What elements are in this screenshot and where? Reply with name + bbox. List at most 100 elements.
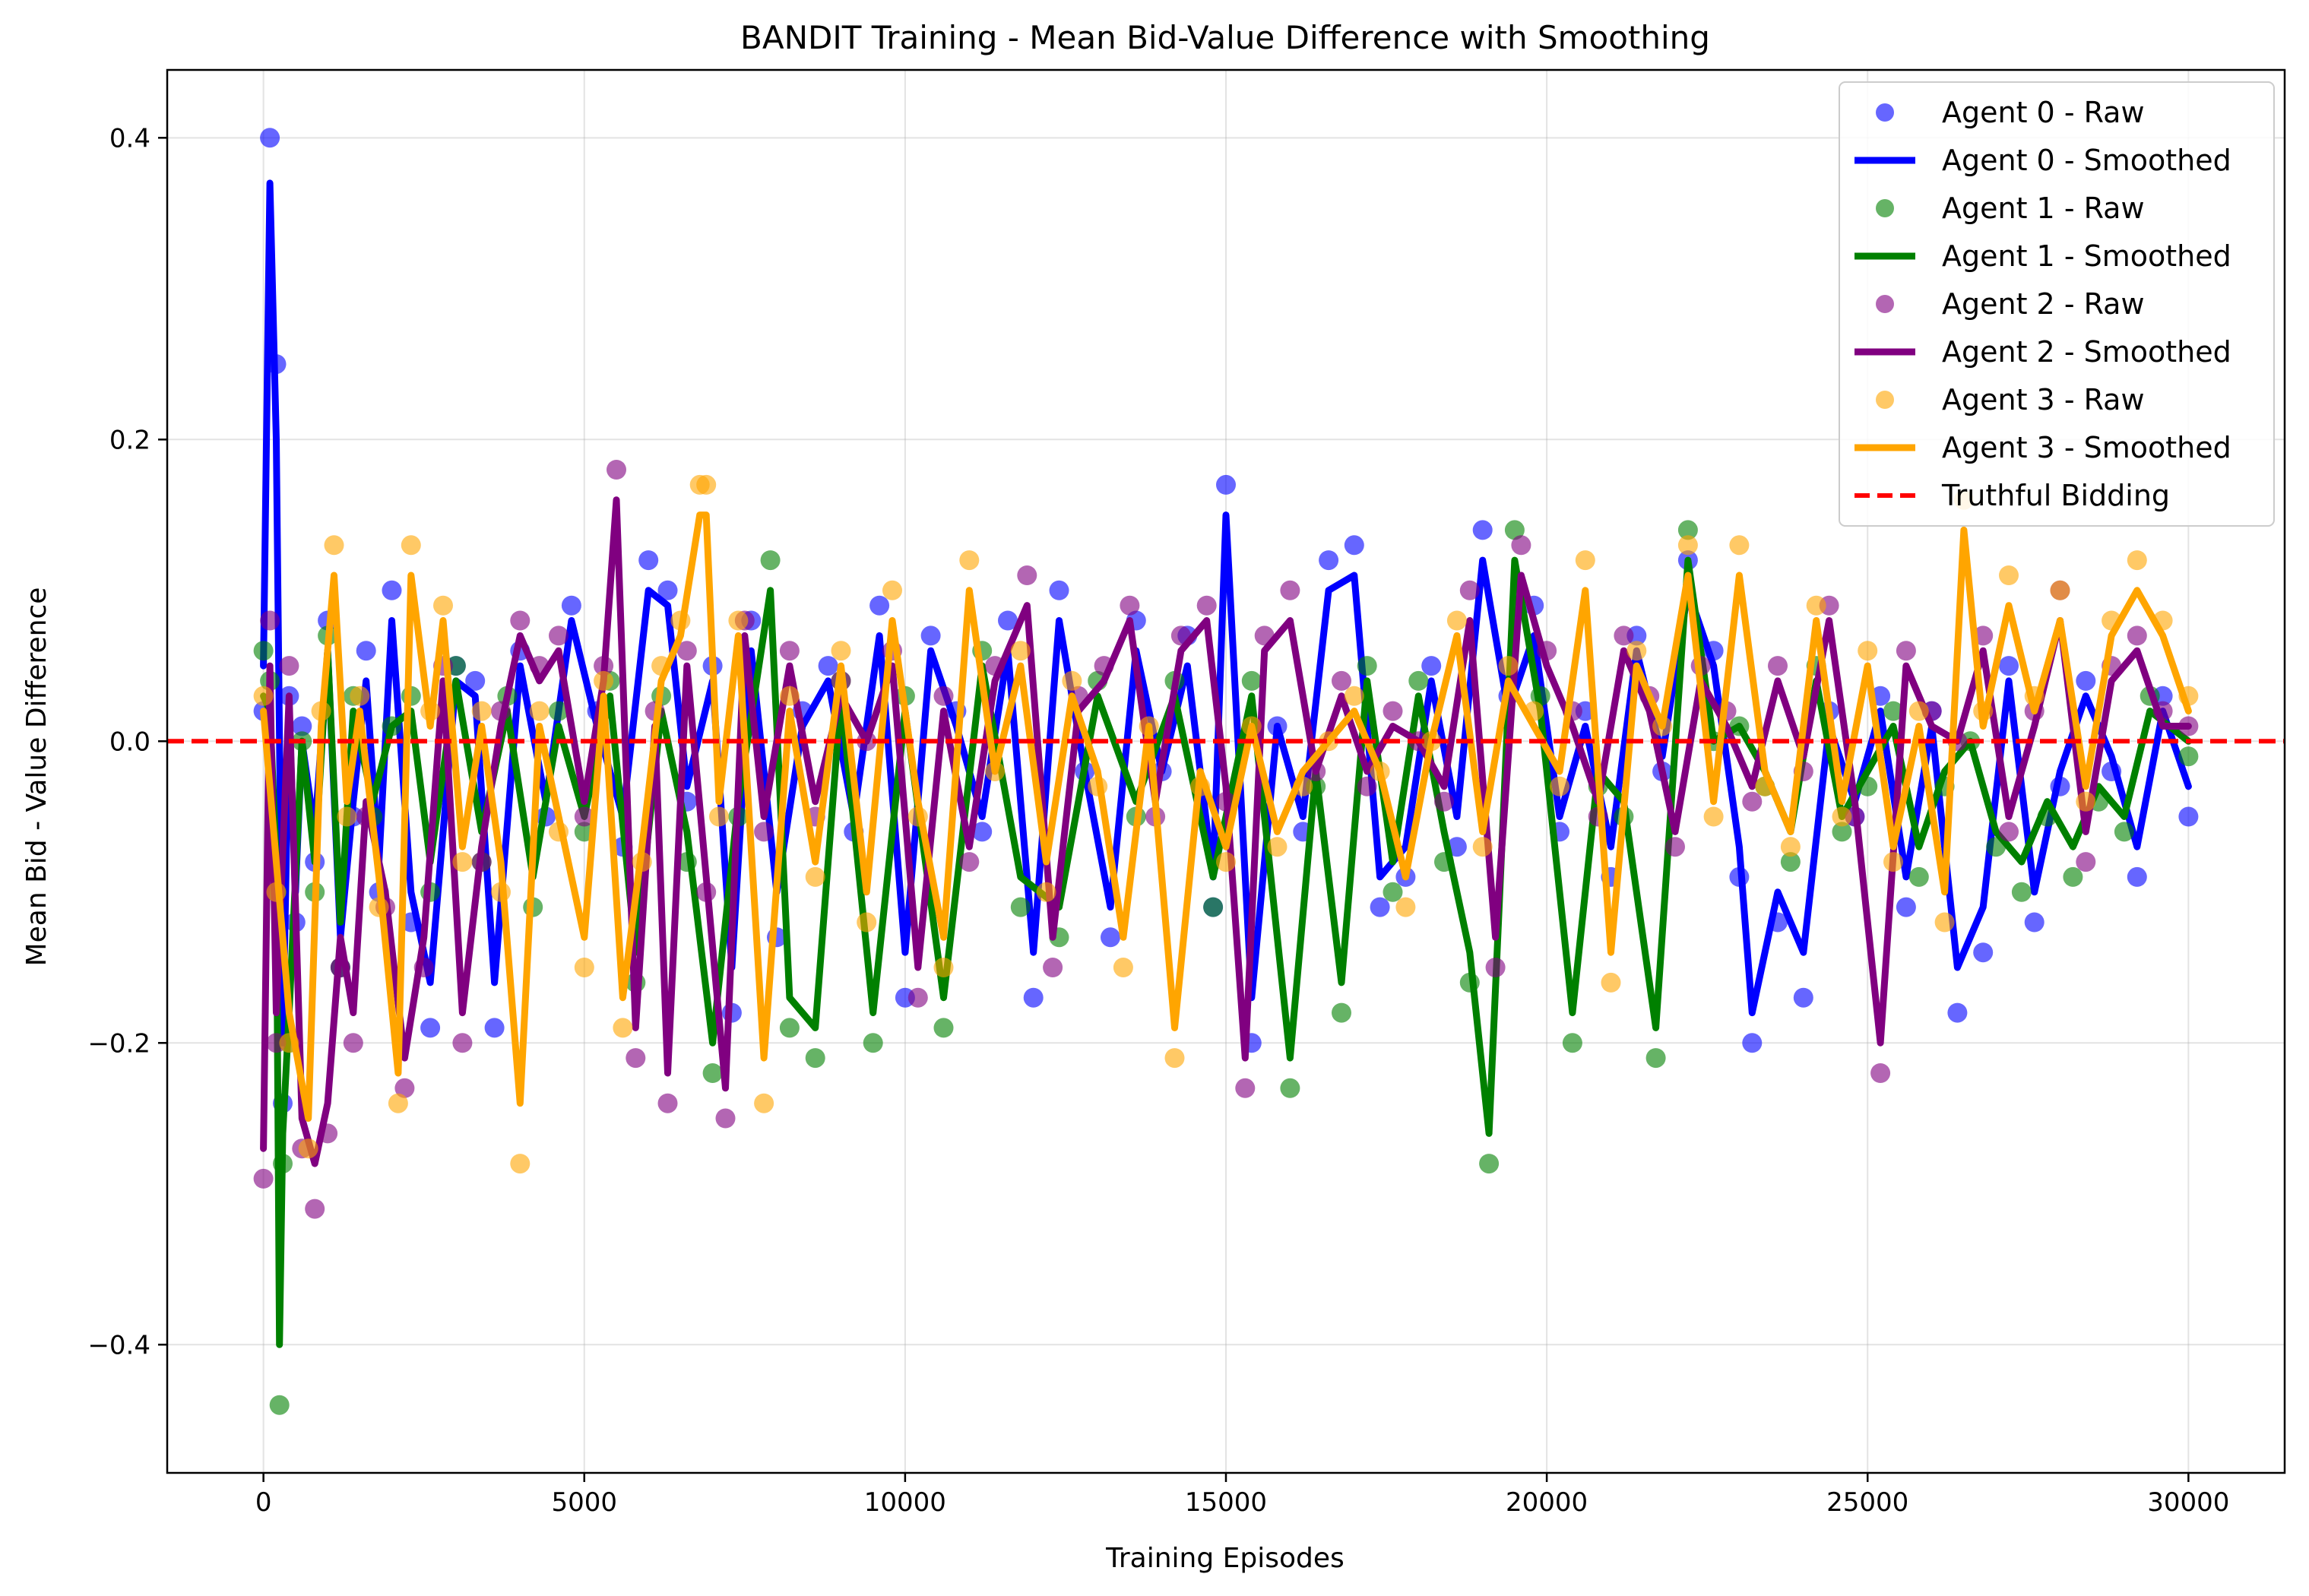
agent-3-raw-point [857,912,877,933]
agent-1-raw-point [1010,897,1031,917]
legend-agent-2-raw-marker [1876,295,1894,313]
agent-3-raw-point [1934,912,1955,933]
agent-1-raw-point [1729,716,1750,736]
agent-0-raw-point [1999,656,2019,676]
agent-1-raw-point [1280,1078,1300,1098]
agent-2-raw-point [1537,641,1557,661]
agent-3-raw-point [1652,716,1673,736]
agent-3-raw-point [510,1154,531,1174]
agent-1-raw-point [1459,972,1480,993]
legend: Agent 0 - Raw Agent 0 - Smoothed Agent 1 -… [1839,81,2275,527]
agent-3-raw-point [1999,565,2019,585]
agent-1-raw-point [1241,670,1262,691]
agent-3-raw-point [452,852,473,872]
agent-3-raw-point [1908,701,1929,721]
agent-3-raw-point [1832,806,1852,827]
agent-2-raw-point [1094,656,1114,676]
agent-3-raw-point [907,806,928,827]
agent-1-raw-point [2063,866,2083,887]
agent-2-raw-point [1870,1063,1891,1083]
agent-2-raw-point [2152,701,2173,721]
agent-3-raw-point [959,550,980,571]
agent-0-raw-point [561,595,581,616]
agent-2-raw-point [253,1168,274,1189]
agent-3-raw-point [1524,701,1544,721]
agent-3-raw-point [529,701,550,721]
agent-3-raw-point [728,610,749,631]
agent-3-raw-point [1010,641,1031,661]
agent-0-raw-point [1344,535,1364,556]
x-tick-label: 20000 [1506,1487,1588,1518]
agent-0-raw-point [1023,987,1044,1008]
agent-2-raw-point [1235,1078,1256,1098]
legend-agent-3-raw-label: Agent 3 - Raw [1942,383,2145,416]
agent-0-raw-point [1446,837,1467,857]
agent-0-raw-point [260,128,280,148]
agent-1-raw-point [273,1154,293,1174]
x-axis-label: Training Episodes [1105,1543,1345,1574]
agent-0-raw-point [1101,927,1120,948]
agent-3-raw-point [1113,958,1133,977]
agent-0-raw-point [1049,580,1069,600]
agent-3-raw-point [1883,852,1903,872]
agent-0-raw-point [998,610,1018,631]
agent-2-raw-point [1511,535,1531,556]
y-tick-label: −0.4 [87,1330,150,1360]
agent-2-raw-point [471,852,492,872]
agent-1-raw-point [253,641,274,661]
agent-3-raw-point [298,1138,318,1159]
agent-1-raw-point [863,1033,883,1053]
agent-3-raw-point [311,701,331,721]
agent-2-raw-point [1280,580,1300,600]
agent-3-raw-point [1062,670,1082,691]
agent-2-raw-point [279,656,299,676]
agent-0-raw-point [1947,1002,1968,1023]
agent-3-raw-point [420,701,441,721]
agent-3-raw-point [1190,776,1211,796]
agent-0-raw-point [1216,474,1236,495]
agent-2-raw-point [1196,595,1217,616]
agent-0-raw-point [869,595,890,616]
agent-2-raw-point [779,641,800,661]
agent-2-raw-point [413,958,434,977]
agent-3-raw-point [1139,716,1159,736]
agent-3-raw-point [985,762,1006,781]
agent-1-raw-point [1332,1002,1351,1023]
agent-3-raw-point [337,806,357,827]
agent-0-raw-point [2024,912,2045,933]
agent-0-raw-point [1421,656,1442,676]
legend-agent-1-raw-label: Agent 1 - Raw [1942,192,2145,225]
agent-3-raw-point [882,580,902,600]
agent-2-raw-point [1017,565,1037,585]
agent-0-raw-point [818,656,838,676]
agent-3-raw-point [1755,776,1775,796]
agent-2-raw-point [657,1093,678,1113]
agent-1-raw-point [1832,822,1852,842]
agent-1-raw-point [1986,837,2007,857]
legend-agent-1-raw-marker [1876,199,1894,217]
agent-3-raw-point [696,474,717,495]
agent-0-raw-point [465,670,486,691]
agent-3-raw-point [549,822,569,842]
agent-2-raw-point [394,1078,415,1098]
agent-3-raw-point [2152,610,2173,631]
agent-3-raw-point [2076,791,2096,812]
agent-0-raw-point [2178,806,2199,827]
agent-3-raw-point [369,897,389,917]
agent-3-raw-point [594,670,614,691]
agent-3-raw-point [279,1033,299,1053]
agent-3-raw-point [1550,776,1569,796]
agent-0-raw-point [2102,762,2122,781]
agent-0-raw-point [1742,1033,1763,1053]
agent-2-raw-point [1614,625,1634,646]
agent-1-raw-point [1677,520,1698,540]
agent-0-raw-point [1703,641,1724,661]
agent-1-raw-point [1530,686,1550,706]
agent-3-raw-point [831,641,851,661]
agent-2-raw-point [696,882,717,902]
axis-ticks: 0 5000 10000 15000 20000 25000 30000 −0.4 −0.2 0.… [87,123,2229,1518]
agent-3-raw-point [1806,595,1826,616]
agent-1-raw-point [1357,656,1377,676]
agent-2-raw-point [1170,625,1191,646]
agent-1-raw-point [1434,852,1454,872]
